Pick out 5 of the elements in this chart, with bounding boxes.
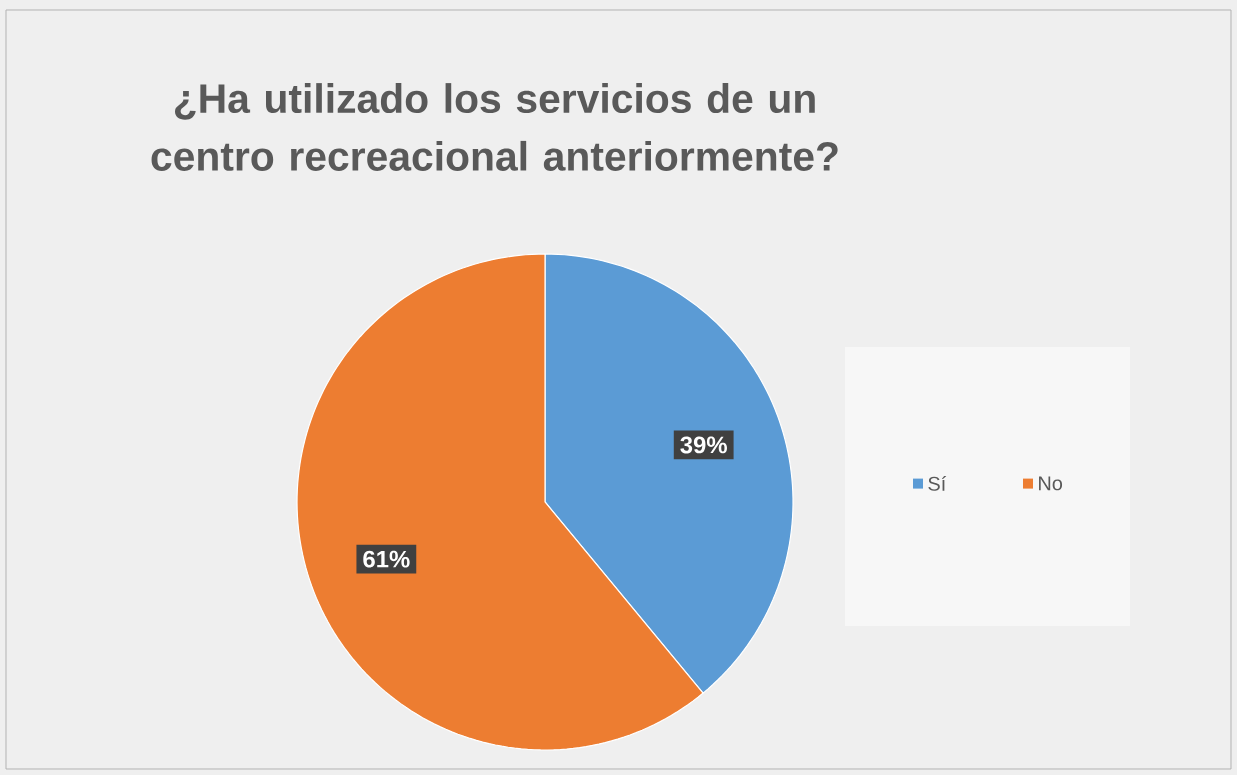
data-label: 39%	[680, 436, 727, 454]
data-label: 61%	[363, 550, 410, 568]
legend-label: Sí	[928, 475, 947, 491]
chart-title: ¿Ha utilizado los servicios de un centro recreacional anteriormente?	[151, 83, 838, 171]
legend-label: No	[1039, 476, 1063, 491]
